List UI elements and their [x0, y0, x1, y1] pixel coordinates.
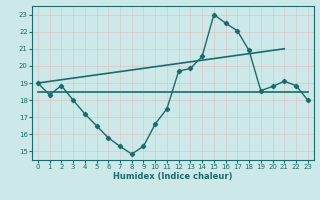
X-axis label: Humidex (Indice chaleur): Humidex (Indice chaleur): [113, 172, 233, 181]
